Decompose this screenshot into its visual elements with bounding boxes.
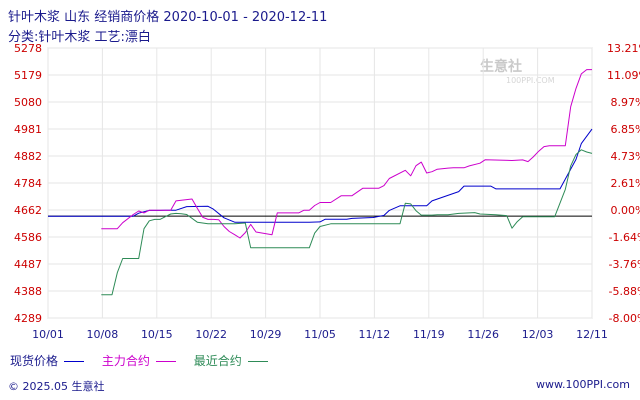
x-tick-label: 11/19	[413, 328, 445, 341]
series-lines	[48, 69, 593, 296]
chart-subtitle: 分类:针叶木浆 工艺:漂白	[8, 30, 151, 45]
legend-label-main: 主力合约	[101, 354, 150, 368]
x-tick-label: 10/01	[32, 328, 64, 341]
series-line-1	[48, 128, 593, 223]
x-tick-label: 10/29	[250, 328, 282, 341]
legend-item-main: 主力合约	[102, 352, 176, 369]
x-tick-label: 12/03	[522, 328, 554, 341]
y-left-tick-label: 5278	[14, 42, 42, 55]
copyright: © 2025.05 生意社	[8, 380, 105, 393]
watermark-logo: 生意社	[480, 59, 522, 75]
legend: 现货价格 主力合约 最近合约	[10, 352, 282, 369]
legend-item-nearest: 最近合约	[194, 352, 268, 369]
y-right-tick-label: -8.00%	[609, 312, 640, 325]
y-right-tick-label: 8.97%	[611, 96, 640, 109]
legend-swatch-main	[155, 361, 176, 362]
y-right-axis: 13.21% 11.09% 8.97% 6.85% 4.73% 2.61% 0.00% -1.…	[607, 42, 640, 325]
y-right-tick-label: 6.85%	[611, 123, 640, 136]
x-axis: 10/01 10/08 10/15 10/22 10/29 11/05 11/12 11/19…	[32, 328, 608, 341]
y-right-tick-label: -5.88%	[609, 285, 640, 298]
x-tick-label: 11/05	[304, 328, 336, 341]
series-line-3	[101, 149, 593, 296]
y-left-tick-label: 4289	[14, 312, 42, 325]
x-tick-label: 10/22	[195, 328, 227, 341]
site-url[interactable]: www.100PPI.com	[536, 378, 630, 391]
legend-swatch-nearest	[247, 361, 268, 362]
legend-item-spot: 现货价格	[10, 352, 85, 369]
y-left-tick-label: 4388	[14, 285, 42, 298]
chart-title: 针叶木浆 山东 经销商价格 2020-10-01 - 2020-12-11	[8, 10, 328, 25]
y-right-tick-label: 2.61%	[611, 177, 640, 190]
grid	[47, 47, 593, 319]
y-left-tick-label: 4586	[14, 231, 42, 244]
y-right-tick-label: 4.73%	[611, 150, 640, 163]
series-line-2	[101, 69, 592, 239]
y-left-tick-label: 4882	[14, 150, 42, 163]
y-right-tick-label: -1.64%	[609, 231, 640, 244]
x-tick-label: 11/12	[359, 328, 391, 341]
legend-swatch-spot	[64, 361, 85, 362]
x-tick-label: 10/08	[87, 328, 119, 341]
y-right-tick-label: 13.21%	[607, 42, 640, 55]
y-left-tick-label: 5080	[14, 96, 42, 109]
y-right-tick-label: 11.09%	[607, 69, 640, 82]
legend-label-nearest: 最近合约	[193, 354, 242, 368]
y-left-axis: 5278 5179 5080 4981 4882 4784 4662 4586 4487 4388…	[14, 42, 42, 325]
y-left-tick-label: 4981	[14, 123, 42, 136]
y-left-tick-label: 4662	[14, 204, 42, 217]
legend-label-spot: 现货价格	[10, 354, 59, 368]
x-tick-label: 10/15	[141, 328, 173, 341]
x-tick-label: 11/26	[467, 328, 499, 341]
y-left-tick-label: 5179	[14, 69, 42, 82]
y-right-tick-label: 0.00%	[611, 204, 640, 217]
y-left-tick-label: 4487	[14, 258, 42, 271]
y-left-tick-label: 4784	[14, 177, 42, 190]
y-right-tick-label: -3.76%	[609, 258, 640, 271]
x-tick-label: 12/11	[576, 328, 608, 341]
watermark-url: 100PPI.COM	[506, 76, 555, 85]
